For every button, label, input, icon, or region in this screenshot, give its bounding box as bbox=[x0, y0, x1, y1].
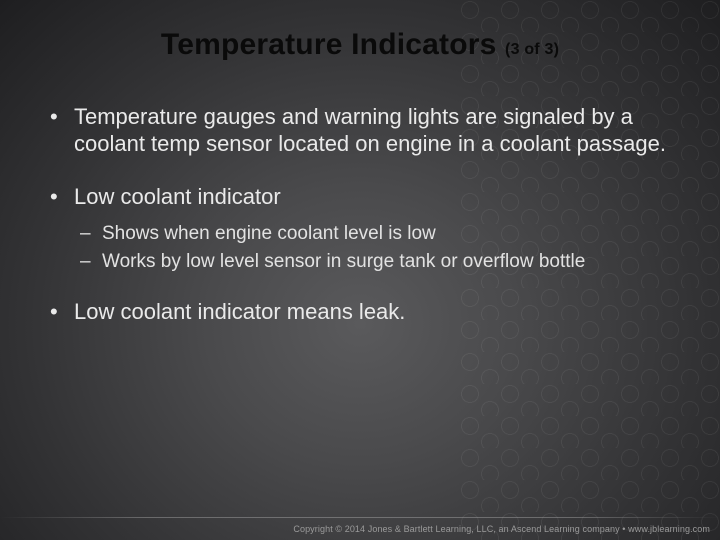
bullet-text: Temperature gauges and warning lights ar… bbox=[74, 104, 666, 156]
title-main: Temperature Indicators bbox=[161, 28, 497, 61]
bullet-text: Low coolant indicator bbox=[74, 184, 281, 209]
sub-bullet-list: Shows when engine coolant level is low W… bbox=[74, 222, 680, 272]
bullet-list: Temperature gauges and warning lights ar… bbox=[40, 104, 680, 326]
copyright-footer: Copyright © 2014 Jones & Bartlett Learni… bbox=[293, 524, 710, 534]
divider bbox=[0, 517, 720, 518]
sub-bullet-text: Shows when engine coolant level is low bbox=[102, 223, 436, 244]
list-item: Works by low level sensor in surge tank … bbox=[74, 250, 680, 273]
list-item: Temperature gauges and warning lights ar… bbox=[40, 104, 680, 158]
title-sub: (3 of 3) bbox=[505, 41, 559, 58]
list-item: Low coolant indicator Shows when engine … bbox=[40, 184, 680, 273]
sub-bullet-text: Works by low level sensor in surge tank … bbox=[102, 251, 585, 272]
slide: Temperature Indicators (3 of 3) Temperat… bbox=[0, 0, 720, 540]
list-item: Low coolant indicator means leak. bbox=[40, 299, 680, 326]
bullet-text: Low coolant indicator means leak. bbox=[74, 299, 405, 324]
slide-title: Temperature Indicators (3 of 3) bbox=[40, 28, 680, 62]
list-item: Shows when engine coolant level is low bbox=[74, 222, 680, 245]
